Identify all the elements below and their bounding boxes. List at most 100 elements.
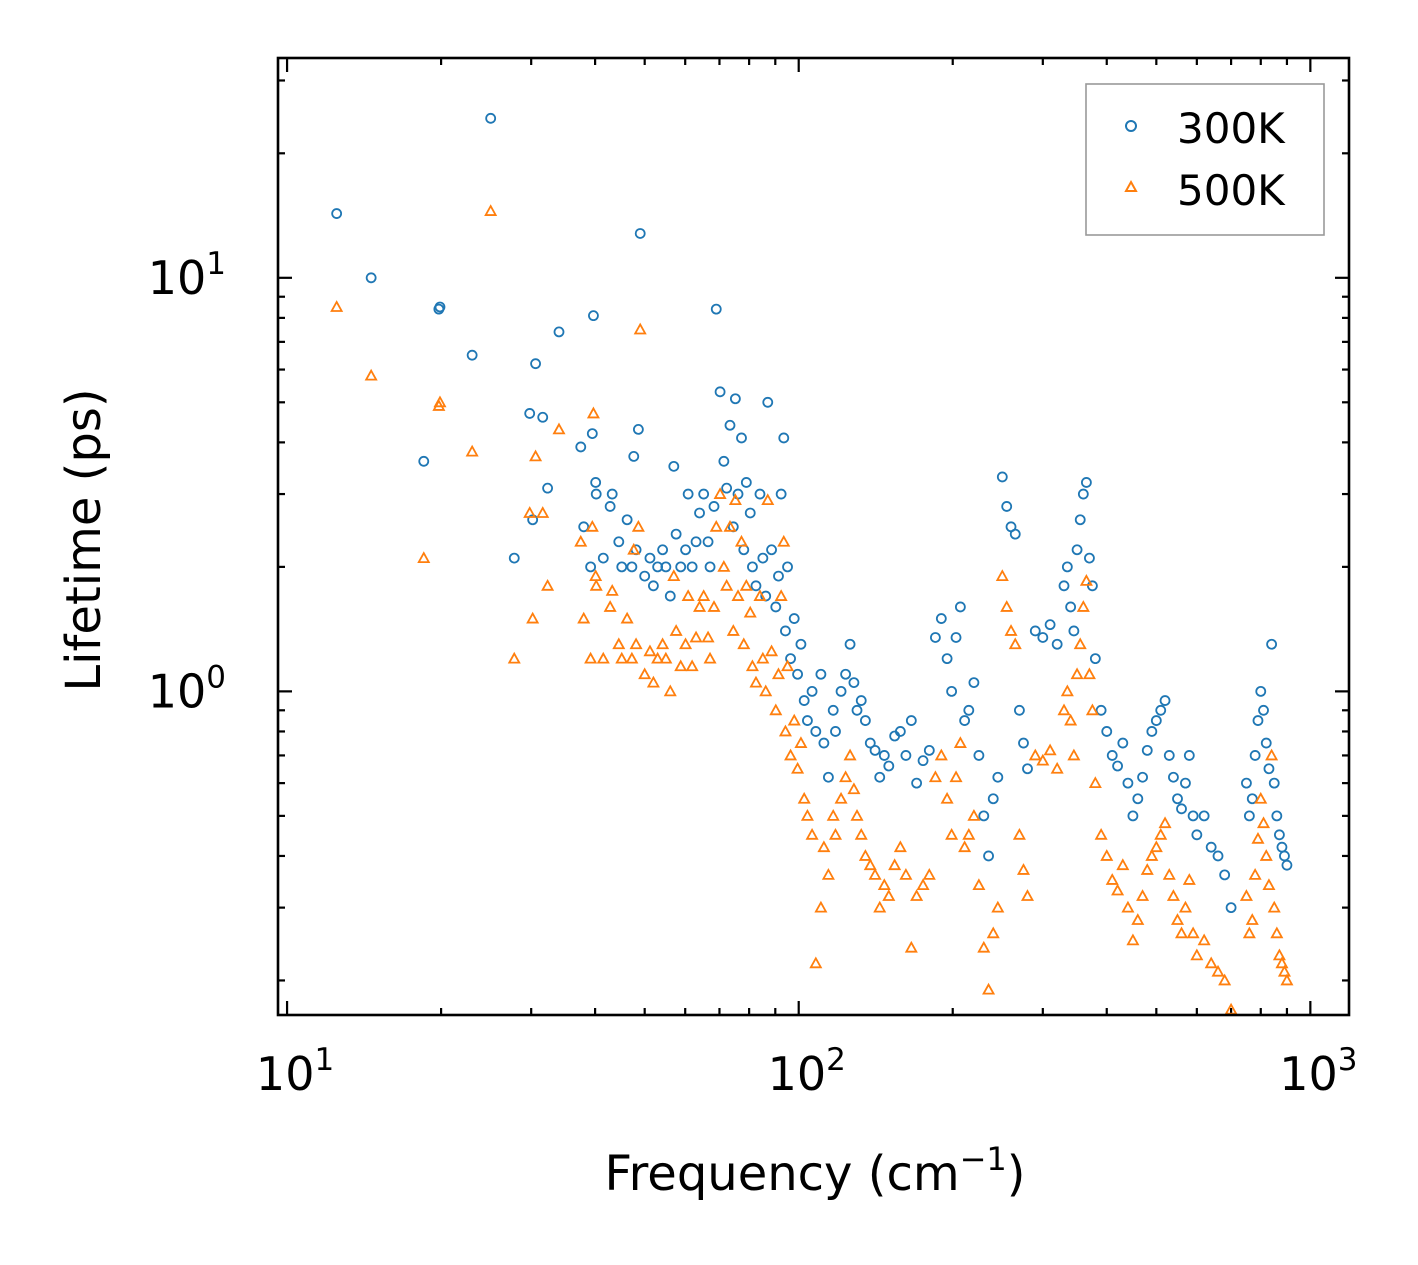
point-300k (930, 632, 941, 643)
point-500k (723, 519, 737, 532)
point-500k (1100, 849, 1114, 861)
point-300k (585, 561, 597, 573)
point-500k (797, 791, 811, 804)
point-300k (668, 460, 680, 472)
point-300k (747, 561, 758, 573)
point-300k (485, 112, 497, 124)
point-300k (1252, 715, 1264, 726)
point-300k (835, 685, 847, 697)
point-300k (1225, 902, 1237, 914)
point-500k (1170, 913, 1185, 925)
point-300k (1146, 726, 1158, 737)
point-500k (707, 600, 721, 612)
point-300k (1065, 601, 1077, 613)
point-300k (1087, 580, 1098, 592)
point-500k (620, 611, 634, 624)
point-500k (826, 809, 840, 821)
point-500k (1082, 667, 1096, 680)
point-500k (899, 868, 913, 880)
point-500k (868, 868, 882, 880)
point-500k (817, 840, 831, 853)
point-500k (689, 630, 703, 643)
y-tick-label: 101 (148, 246, 226, 305)
point-300k (721, 482, 733, 494)
point-500k (603, 600, 617, 612)
point-500k (982, 982, 996, 995)
point-500k (893, 840, 907, 853)
point-300k (1205, 841, 1217, 853)
tick-labels: 101 102 103 100 101 (148, 246, 1358, 1101)
point-500k (1000, 600, 1014, 612)
point-500k (584, 651, 598, 664)
point-300k (616, 561, 628, 573)
point-500k (781, 659, 795, 672)
point-500k (659, 651, 673, 664)
point-500k (1008, 637, 1022, 650)
point-300k (708, 501, 720, 512)
point-500k (800, 809, 814, 821)
point-500k (774, 589, 788, 601)
point-500k (552, 422, 566, 435)
point-500k (1088, 776, 1102, 789)
point-300k (878, 750, 890, 761)
point-500k (612, 637, 626, 650)
point-500k (667, 569, 681, 581)
point-300k (639, 570, 651, 582)
point-300k (1037, 632, 1049, 643)
point-500k (728, 493, 742, 506)
point-300k (590, 488, 602, 500)
point-500k (759, 684, 773, 697)
point-300k (1255, 685, 1267, 697)
point-300k (508, 552, 520, 564)
point-300k (1080, 477, 1092, 488)
point-500k (643, 644, 657, 657)
point-300k (1084, 552, 1095, 564)
point-300k (1187, 810, 1199, 822)
point-500k (1178, 900, 1192, 913)
point-500k (734, 534, 749, 547)
legend-marker-300k (1125, 120, 1137, 132)
point-300k (698, 488, 710, 500)
point-300k (785, 653, 796, 665)
point-300k (1249, 750, 1261, 761)
point-500k (949, 770, 963, 783)
point-500k (953, 736, 967, 748)
point-500k (1136, 889, 1150, 901)
point-300k (628, 450, 640, 462)
point-300k (1112, 760, 1123, 772)
point-500k (656, 637, 670, 650)
point-300k (1106, 750, 1118, 761)
point-500k (417, 551, 431, 564)
point-300k (710, 303, 722, 315)
point-500k (1158, 816, 1172, 829)
point-500k (882, 889, 896, 901)
point-300k (810, 726, 822, 737)
point-500k (1242, 926, 1256, 939)
point-500k (646, 675, 660, 688)
point-500k (596, 651, 610, 664)
point-500k (1020, 889, 1035, 901)
point-500k (1105, 873, 1119, 885)
data-points (330, 112, 1294, 1015)
point-300k (606, 488, 618, 500)
point-300k (1180, 777, 1191, 789)
point-500k (1064, 713, 1078, 726)
point-500k (1174, 926, 1189, 939)
point-500k (945, 827, 959, 840)
point-500k (854, 827, 868, 840)
point-500k (1004, 624, 1018, 636)
point-300k (1058, 580, 1070, 592)
point-300k (954, 601, 966, 613)
x-tick-label: 102 (768, 1042, 846, 1101)
point-300k (894, 726, 906, 737)
point-300k (718, 455, 730, 467)
point-500k (731, 589, 745, 601)
point-500k (928, 770, 942, 783)
point-300k (682, 488, 694, 500)
point-300k (987, 793, 999, 805)
point-300k (1137, 771, 1148, 783)
x-axis-label: Frequency (cm−1) (604, 1140, 1025, 1202)
point-500k (1251, 831, 1265, 844)
point-300k (754, 488, 766, 500)
point-500k (863, 858, 877, 871)
